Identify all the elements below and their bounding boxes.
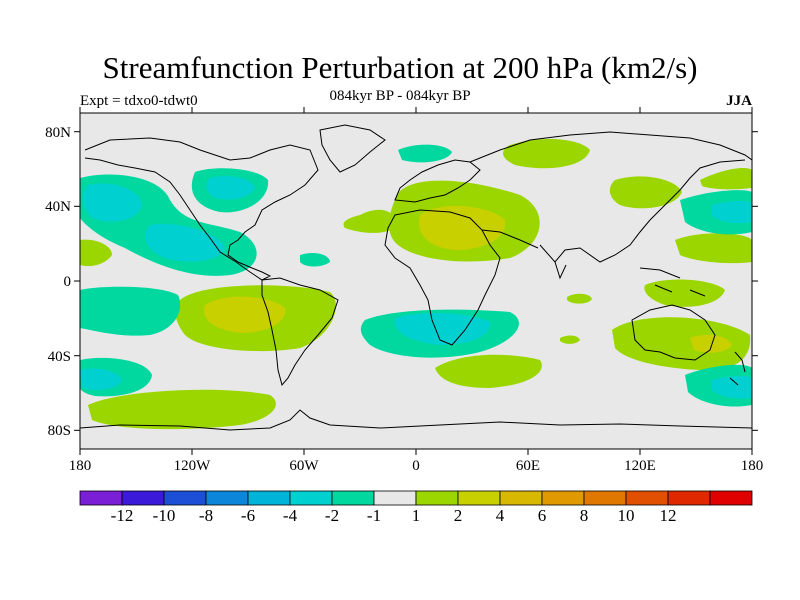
lat-label-40s: 40S [48,349,71,365]
lon-label-180w: 180 [69,458,92,474]
colorbar-label: 1 [411,506,421,525]
colorbar-label: -10 [152,506,176,525]
colorbar-box [667,490,711,506]
lat-tick-labels: 80N 40N 0 40S 80S [45,125,71,439]
lat-label-80s: 80S [48,423,71,439]
colorbar-box [625,490,669,506]
colorbar-box [331,490,375,506]
colorbar-box [583,490,627,506]
chart-subtitle: 084kyr BP - 084kyr BP [329,88,471,104]
experiment-label: Expt = tdxo0-tdwt0 [80,93,198,109]
colorbar-box [541,490,585,506]
lat-label-40n: 40N [45,199,71,215]
negative-anomaly-high [80,176,752,399]
lon-tick-labels: 180 120W 60W 0 60E 120E 180 [69,458,764,474]
colorbar-box [373,490,417,506]
colorbar-box [247,490,291,506]
lon-label-120w: 120W [174,458,212,474]
colorbar-label: -1 [366,506,382,525]
colorbar-label: 12 [659,506,677,525]
colorbar-label: 4 [495,506,505,525]
coastlines [80,124,752,431]
colorbar-box [205,490,249,506]
lon-ticks [79,107,753,455]
colorbar-label: -4 [282,506,298,525]
colorbar-box [79,490,123,506]
colorbar-label: 8 [579,506,589,525]
lat-label-0: 0 [64,274,72,290]
colorbar-box [163,490,207,506]
colorbar-box [289,490,333,506]
colorbar-box [415,490,459,506]
colorbar [79,490,753,506]
colorbar-label: -8 [198,506,214,525]
lon-label-180e: 180 [741,458,764,474]
lon-label-60w: 60W [289,458,319,474]
colorbar-label: 6 [537,506,547,525]
colorbar-box [709,490,753,506]
positive-anomaly-high [204,205,732,353]
colorbar-label: -12 [110,506,134,525]
lat-ticks [74,131,758,431]
lon-label-120e: 120E [624,458,656,474]
chart-title: Streamfunction Perturbation at 200 hPa (… [102,50,698,85]
colorbar-label: -6 [240,506,256,525]
season-label: JJA [726,93,752,109]
colorbar-box [121,490,165,506]
colorbar-label: 2 [453,506,463,525]
lat-label-80n: 80N [45,125,71,141]
colorbar-box [457,490,501,506]
contour-fields [80,124,752,431]
lon-label-60e: 60E [516,458,540,474]
colorbar-label: -2 [324,506,340,525]
colorbar-label: 10 [617,506,635,525]
colorbar-box [499,490,543,506]
lon-label-0: 0 [412,458,420,474]
